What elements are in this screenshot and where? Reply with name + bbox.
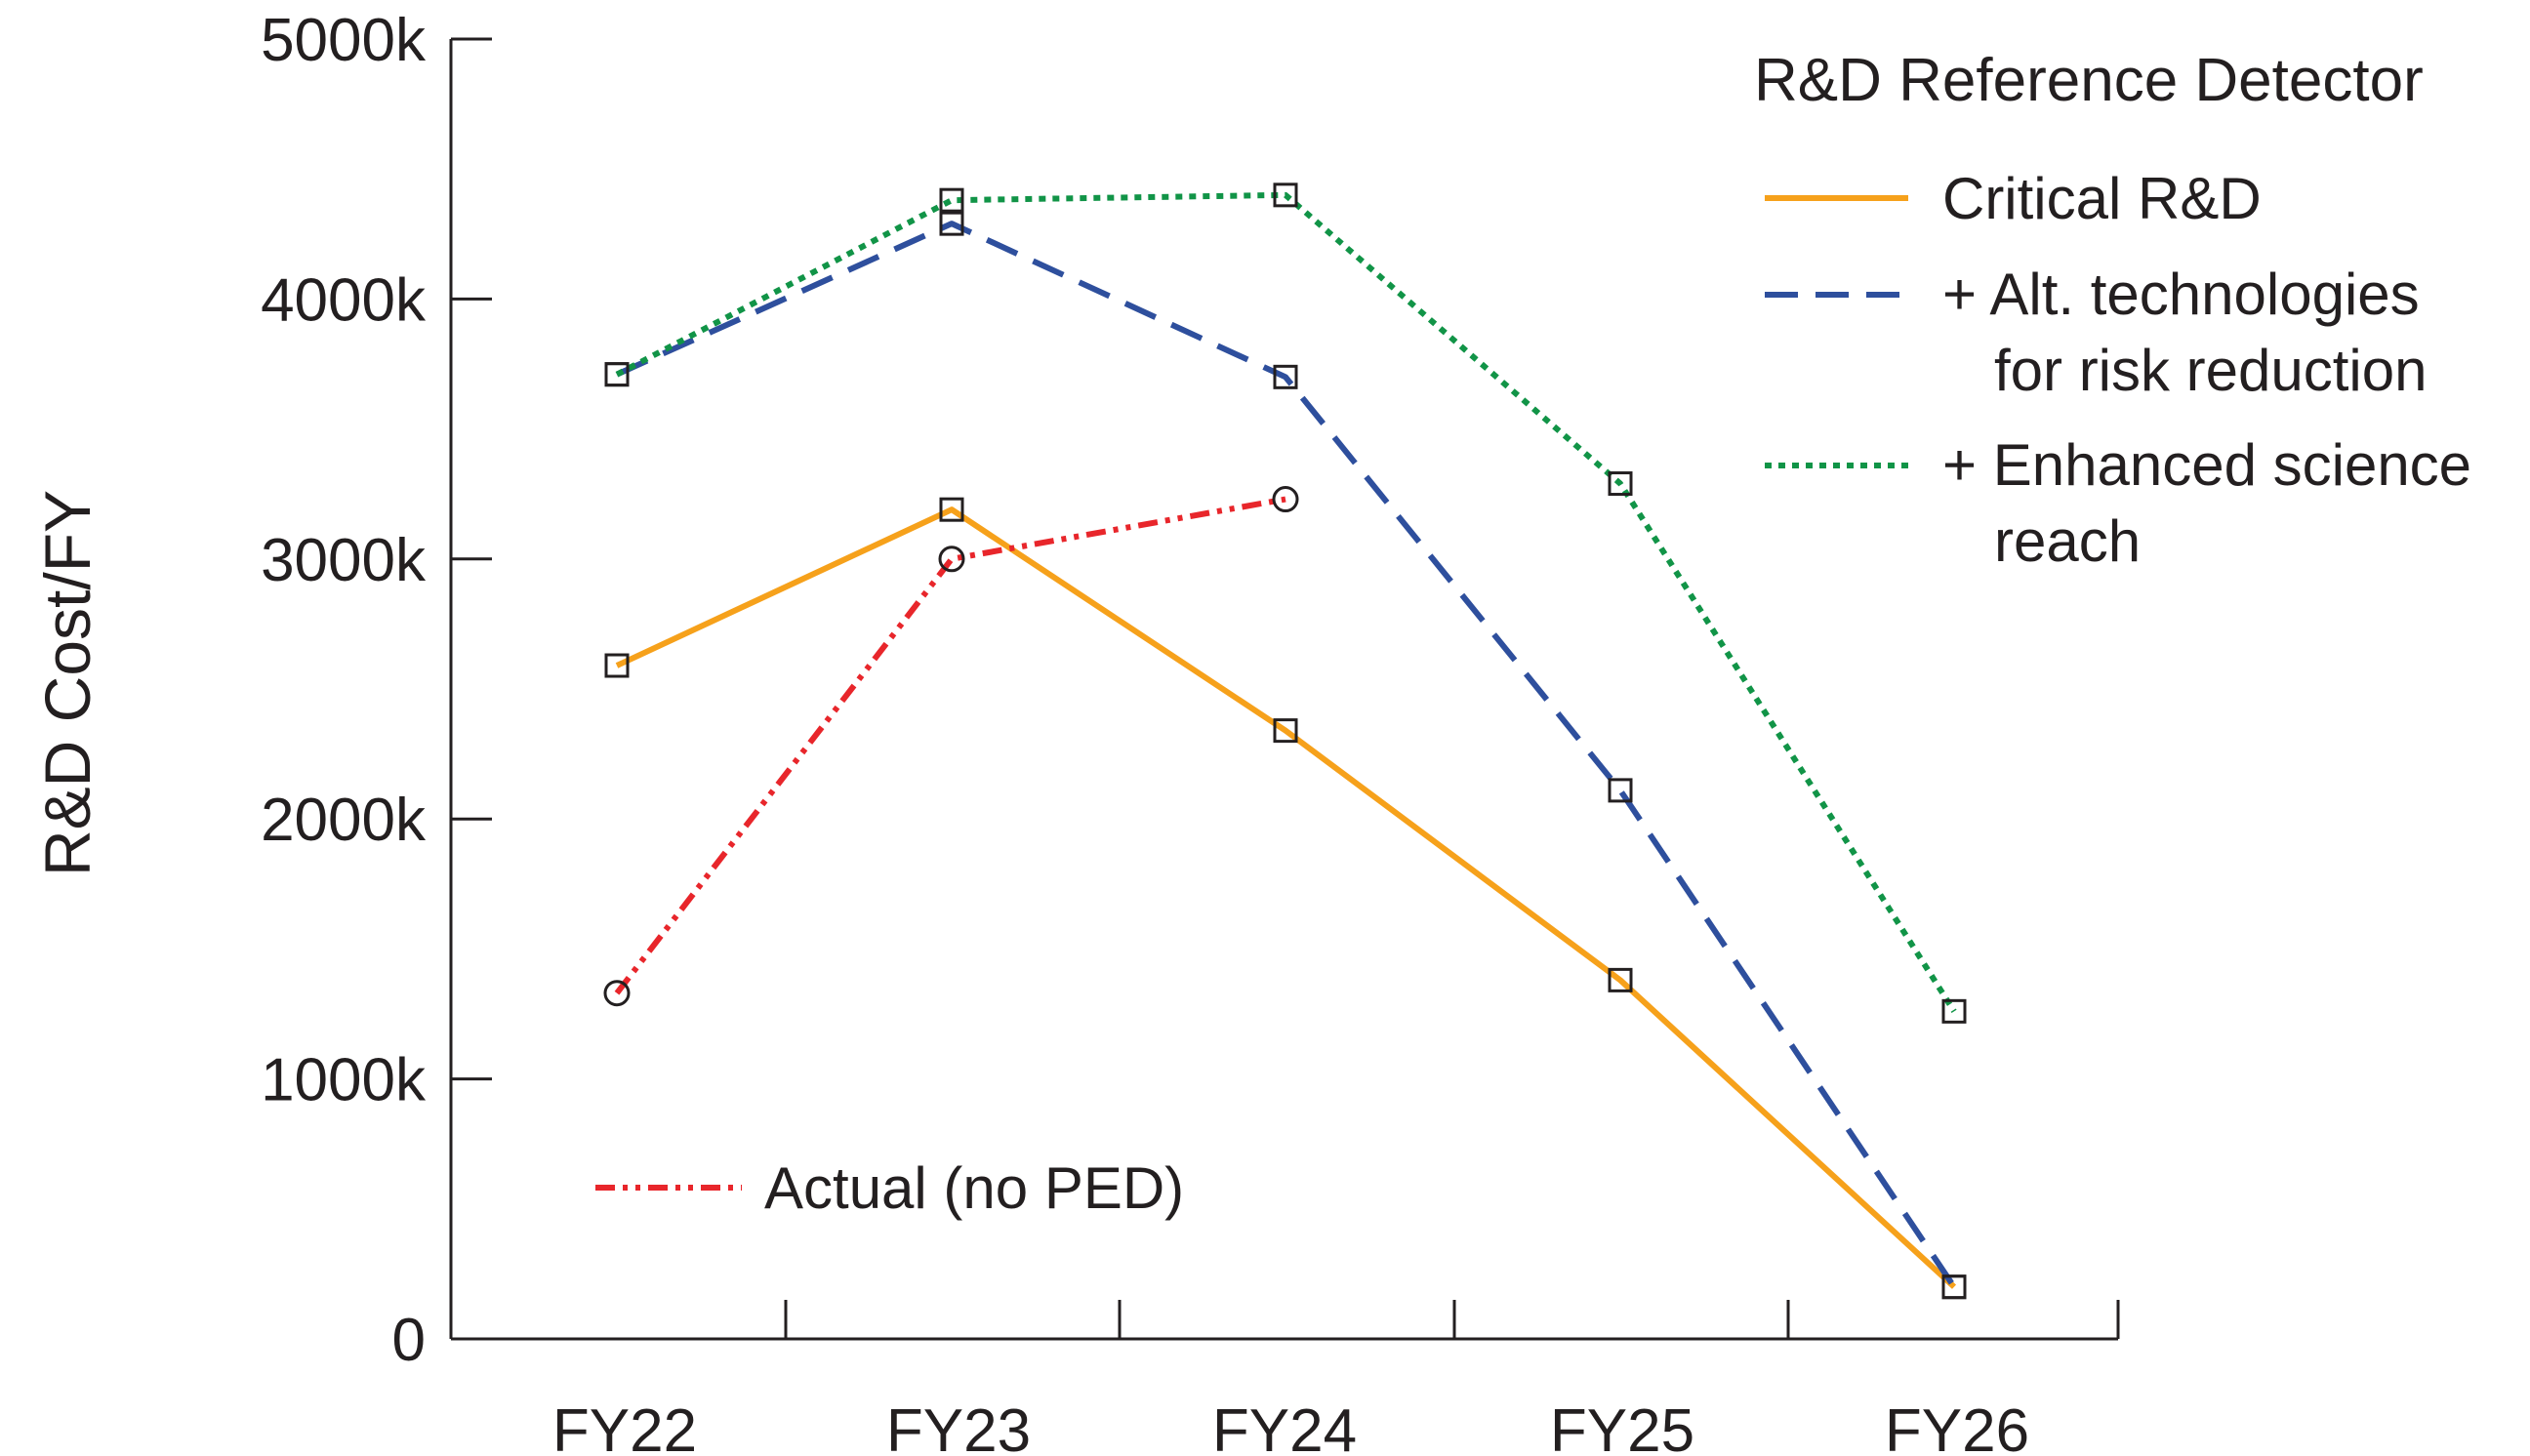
data-point-marker [604, 362, 630, 387]
axes [449, 37, 2120, 1341]
data-point-marker [1273, 718, 1298, 744]
series-line [615, 221, 1957, 1289]
data-point-marker [1608, 967, 1633, 992]
data-point-marker [938, 546, 965, 573]
series-line [615, 191, 1957, 1013]
legend-label: Actual (no PED) [764, 1155, 1184, 1221]
data-point-marker [1273, 182, 1298, 208]
legend: Critical R&D + Alt. technologies for risk … [595, 166, 2471, 1221]
y-axis-label: R&D Cost/FY [31, 490, 103, 876]
legend-label: + Alt. technologies [1942, 262, 2420, 327]
data-point-marker [939, 211, 964, 236]
data-point-marker [603, 980, 631, 1007]
y-tick-label: 0 [392, 1307, 426, 1374]
y-tick-labels: 0 1000k 2000k 3000k 4000k 5000k [261, 7, 427, 1374]
data-point-marker [604, 653, 630, 678]
y-tick-label: 4000k [261, 266, 427, 334]
x-tick-label: FY26 [1885, 1397, 2029, 1456]
y-tick-label: 2000k [261, 787, 427, 854]
series-0 [615, 506, 1957, 1289]
y-tick-label: 3000k [261, 527, 427, 594]
data-point-marker [1273, 364, 1298, 389]
series-layer [603, 182, 1967, 1300]
x-tick-label: FY22 [552, 1397, 697, 1456]
data-point-marker [1272, 486, 1299, 513]
series-line [615, 506, 1957, 1289]
data-point-marker [1608, 471, 1633, 497]
data-point-marker [1941, 1274, 1967, 1300]
series-2 [615, 191, 1957, 1013]
x-tick-label: FY24 [1212, 1397, 1357, 1456]
y-tick-label: 5000k [261, 7, 427, 74]
x-tick-label: FY25 [1550, 1397, 1694, 1456]
legend-label: + Enhanced science [1942, 432, 2471, 498]
data-point-marker [939, 187, 964, 213]
data-point-marker [1941, 998, 1967, 1024]
x-tick-label: FY23 [886, 1397, 1031, 1456]
legend-label: Critical R&D [1942, 166, 2262, 231]
series-1 [615, 221, 1957, 1289]
y-tick-label: 1000k [261, 1047, 427, 1114]
data-point-marker [939, 497, 964, 522]
series-3 [614, 496, 1286, 995]
data-point-marker [1608, 778, 1633, 803]
x-tick-labels: FY22 FY23 FY24 FY25 FY26 [552, 1397, 2029, 1456]
legend-title: R&D Reference Detector [1754, 47, 2424, 114]
legend-label: for risk reduction [1994, 338, 2428, 403]
series-line [614, 496, 1286, 995]
legend-label: reach [1994, 508, 2141, 574]
